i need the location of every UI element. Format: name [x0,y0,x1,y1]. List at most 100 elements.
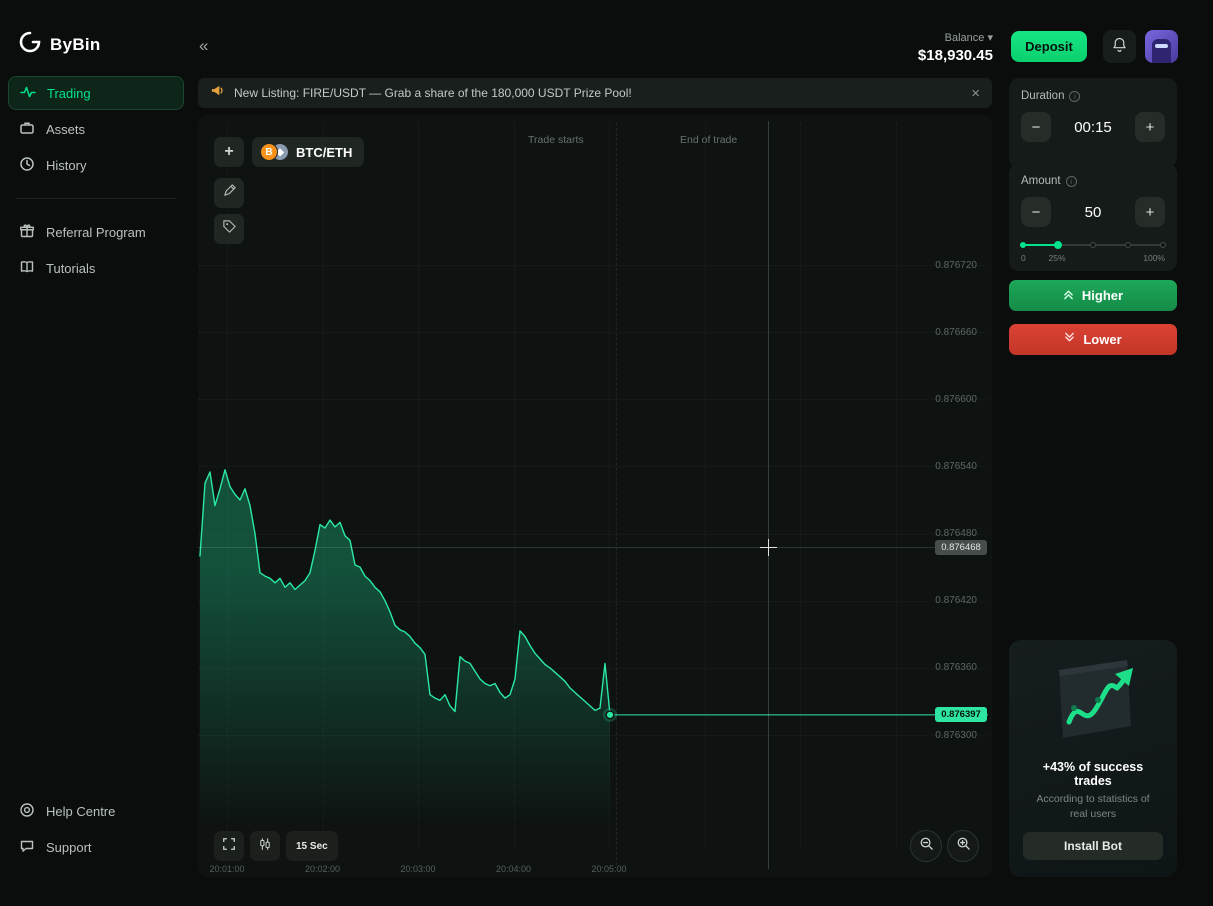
avatar[interactable] [1145,30,1178,63]
y-axis-label: 0.876360 [935,662,977,674]
sidebar-footer: Help Centre Support [8,794,184,866]
activity-icon [20,84,36,103]
sidebar-item-label: Support [46,839,92,855]
btc-coin-icon: B [260,143,278,161]
megaphone-icon [210,83,225,103]
promo-title: +43% of success trades [1042,760,1144,788]
trade-starts-line [616,123,617,865]
gift-icon [19,223,35,242]
tag-icon [222,219,237,239]
gridline [322,123,324,849]
slider-fill [1023,244,1058,246]
tag-tool-button[interactable] [214,214,244,244]
sidebar-collapse-button[interactable]: « [199,36,209,55]
amount-slider[interactable]: 0 25% 100% [1020,241,1166,263]
sidebar-item-label: Trading [47,85,91,101]
fullscreen-button[interactable] [214,831,244,861]
zoom-out-button[interactable] [910,830,942,862]
pen-icon [222,183,237,203]
sidebar-item-help-centre[interactable]: Help Centre [8,794,184,828]
sidebar-item-label: Help Centre [46,803,116,819]
amount-value[interactable]: 50 [1084,203,1102,221]
balance-value: $18,930.45 [917,47,993,64]
x-axis-label: 20:03:00 [400,864,436,874]
sidebar-item-trading[interactable]: Trading [8,76,184,110]
duration-increase-button[interactable]: + [1134,112,1165,142]
duration-decrease-button[interactable]: − [1021,112,1051,142]
gridline [198,533,988,535]
gridline [704,123,706,849]
trade-starts-label: Trade starts [528,134,584,146]
x-axis-label: 20:01:00 [209,864,245,874]
bell-icon [1111,36,1128,58]
duration-card: Duration i − 00:15 + [1009,78,1177,168]
slider-dot-50[interactable] [1090,242,1096,248]
x-axis-label: 20:05:00 [591,864,627,874]
info-icon[interactable]: i [1065,175,1077,187]
deposit-button[interactable]: Deposit [1011,31,1087,62]
slider-dot-0[interactable] [1020,242,1026,248]
chevron-down-icon: ▾ [987,32,993,44]
last-price-dot [605,710,615,720]
y-axis-label: 0.876720 [935,259,977,271]
gridline [895,123,897,849]
briefcase-icon [19,120,35,139]
info-icon[interactable]: i [1069,90,1081,102]
pair-coins: B ◆ [260,143,289,161]
balance-dropdown[interactable]: Balance ▾ $18,930.45 [918,31,993,64]
sidebar-item-label: Referral Program [46,224,146,240]
sidebar-item-assets[interactable]: Assets [8,112,184,146]
app-logo: ByBin [18,30,101,59]
notifications-button[interactable] [1103,30,1136,63]
gridline [418,123,419,849]
gridline [609,123,610,849]
gridline [198,399,988,401]
price-line [199,469,611,716]
zoom-in-icon [956,836,971,856]
amount-increase-button[interactable]: + [1135,197,1165,227]
higher-button[interactable]: Higher [1009,280,1177,311]
current-price-badge: 0.876397 [935,707,987,723]
avatar-image [1152,39,1171,63]
chart-type-button[interactable] [250,831,280,861]
amount-decrease-button[interactable]: − [1021,197,1051,227]
y-axis-label: 0.876480 [935,528,977,540]
duration-value[interactable]: 00:15 [1074,118,1112,136]
promo-chart-image [1059,660,1133,738]
sidebar-item-label: Assets [46,121,86,137]
lower-button[interactable]: Lower [1009,324,1177,355]
draw-tool-button[interactable] [214,178,244,208]
y-axis-label: 0.876600 [935,393,977,405]
add-chart-button[interactable]: + [214,137,244,167]
sidebar-item-history[interactable]: History [8,148,184,182]
balance-label: Balance [944,32,985,44]
sidebar-item-support[interactable]: Support [8,830,184,864]
pair-selector[interactable]: B ◆ BTC/ETH [252,137,365,167]
double-chevron-down-icon [1064,332,1075,347]
sidebar-item-referral[interactable]: Referral Program [8,215,184,249]
app-name: ByBin [50,34,101,54]
fullscreen-icon [222,837,236,856]
slider-dot-75[interactable] [1125,242,1131,248]
logo-icon [18,30,42,59]
sidebar-item-tutorials[interactable]: Tutorials [8,251,184,285]
timeframe-button[interactable]: 15 Sec [286,831,338,861]
install-bot-button[interactable]: Install Bot [1023,832,1163,861]
sidebar-item-label: Tutorials [46,260,96,276]
sidebar-nav: Trading Assets History Referral Program … [8,76,184,287]
gridline [198,332,988,334]
slider-dot-25[interactable] [1054,241,1062,249]
crosshair-cursor-icon [759,538,777,556]
zoom-in-button[interactable] [947,830,979,862]
crosshair-horizontal-line [198,547,935,548]
gridline [198,265,988,266]
slider-dot-100[interactable] [1160,242,1166,248]
close-icon[interactable]: × [971,84,980,102]
gridline [513,123,515,849]
gridline [800,123,801,849]
install-bot-card: +43% of success trades According to stat… [1009,640,1177,877]
higher-label: Higher [1081,288,1124,303]
price-area-fill [200,469,610,823]
candles-icon [258,837,272,856]
price-chart[interactable] [198,115,988,877]
